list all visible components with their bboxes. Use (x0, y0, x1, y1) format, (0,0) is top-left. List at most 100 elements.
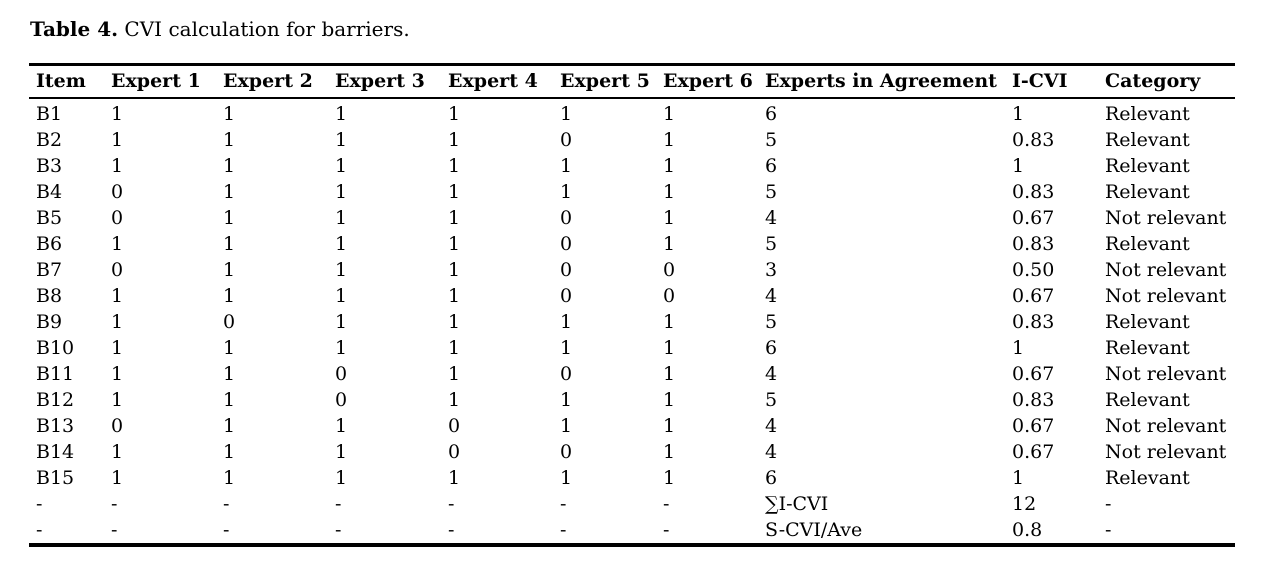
table-cell: 0 (448, 415, 461, 437)
table-cell: 1 (663, 207, 676, 229)
table-cell: Relevant (1105, 181, 1190, 203)
table-cell: 1 (335, 233, 348, 255)
table-cell: - (111, 493, 118, 515)
table-cell: 1 (223, 389, 236, 411)
table-cell: Relevant (1105, 389, 1190, 411)
table-row: B2 1 1 1 1 0 1 5 0.83 Relevant (29, 127, 1235, 153)
table-cell: 5 (765, 233, 778, 255)
table-cell: 1 (111, 363, 124, 385)
table-cell: 1 (335, 129, 348, 151)
table-row: B10 1 1 1 1 1 1 6 1 Relevant (29, 335, 1235, 361)
table-cell: 4 (765, 285, 778, 307)
table-row: B7 0 1 1 1 0 0 3 0.50 Not relevant (29, 257, 1235, 283)
table-cell: Relevant (1105, 233, 1190, 255)
table-cell: 1 (223, 467, 236, 489)
column-header: Category (1098, 64, 1235, 99)
table-row: B6 1 1 1 1 0 1 5 0.83 Relevant (29, 231, 1235, 257)
table-cell: 1 (663, 233, 676, 255)
table-cell: 0.83 (1012, 233, 1055, 255)
table-cell: 1 (448, 389, 461, 411)
table-cell: 1 (223, 207, 236, 229)
table-cell: 4 (765, 363, 778, 385)
table-cell: - (560, 519, 567, 541)
table-cell: 1 (111, 155, 124, 177)
table-cell: Relevant (1105, 311, 1190, 333)
table-cell: - (335, 493, 342, 515)
table-row: B5 0 1 1 1 0 1 4 0.67 Not relevant (29, 205, 1235, 231)
table-cell: 1 (448, 363, 461, 385)
table-cell: 1 (223, 363, 236, 385)
table-cell: B9 (36, 311, 63, 333)
table-cell: 1 (335, 415, 348, 437)
table-cell: 0 (335, 363, 348, 385)
table-cell: - (1105, 493, 1112, 515)
table-cell: 4 (765, 207, 778, 229)
table-cell: 1 (448, 311, 461, 333)
table-cell: 1 (111, 311, 124, 333)
table-cell: 5 (765, 389, 778, 411)
table-cell: 1 (111, 467, 124, 489)
table-cell: 0 (560, 207, 573, 229)
table-cell: - (223, 493, 230, 515)
column-header: Expert 4 (441, 64, 553, 99)
table-cell: 1 (223, 441, 236, 463)
table-caption-label: Table 4. (30, 17, 119, 41)
table-cell: 0 (560, 363, 573, 385)
table-row: B1 1 1 1 1 1 1 6 1 Relevant (29, 98, 1235, 127)
table-cell: 12 (1012, 493, 1037, 515)
table-cell: 0.50 (1012, 259, 1055, 281)
table-cell: 0.83 (1012, 311, 1055, 333)
table-cell: 0 (111, 181, 124, 203)
table-row: B9 1 0 1 1 1 1 5 0.83 Relevant (29, 309, 1235, 335)
table-cell: B7 (36, 259, 63, 281)
table-cell: - (560, 493, 567, 515)
table-cell: 0 (560, 285, 573, 307)
table-cell: - (663, 493, 670, 515)
column-header: Item (29, 64, 104, 99)
table-cell: B13 (36, 415, 75, 437)
table-cell: 1 (223, 415, 236, 437)
column-header: Expert 6 (656, 64, 758, 99)
table-cell: 4 (765, 441, 778, 463)
table-cell: 1 (335, 441, 348, 463)
table-cell: 0 (560, 441, 573, 463)
table-cell: 1 (663, 155, 676, 177)
table-cell: 0.83 (1012, 129, 1055, 151)
table-cell: 1 (448, 337, 461, 359)
table-row: B4 0 1 1 1 1 1 5 0.83 Relevant (29, 179, 1235, 205)
table-cell: 5 (765, 129, 778, 151)
table-cell: B4 (36, 181, 63, 203)
table-cell: Relevant (1105, 467, 1190, 489)
table-cell: 0.83 (1012, 181, 1055, 203)
table-row: B13 0 1 1 0 1 1 4 0.67 Not relevant (29, 413, 1235, 439)
table-cell: 1 (663, 415, 676, 437)
table-row: B3 1 1 1 1 1 1 6 1 Relevant (29, 153, 1235, 179)
table-cell: 1 (223, 259, 236, 281)
table-cell: Not relevant (1105, 207, 1227, 229)
table-cell: 1 (448, 259, 461, 281)
table-cell: 0.8 (1012, 519, 1043, 541)
table-row: - - - - - - - ∑I-CVI 12 - (29, 491, 1235, 517)
table-cell: 1 (335, 155, 348, 177)
table-cell: B14 (36, 441, 75, 463)
table-cell: 0 (223, 311, 236, 333)
table-cell: 1 (111, 233, 124, 255)
table-cell: - (36, 519, 43, 541)
table-cell: 0 (663, 259, 676, 281)
table-cell: 1 (560, 389, 573, 411)
table-cell: 5 (765, 311, 778, 333)
table-cell: Not relevant (1105, 259, 1227, 281)
table-cell: 1 (448, 233, 461, 255)
table-cell: 1 (223, 285, 236, 307)
table-cell: 0.67 (1012, 207, 1055, 229)
table-cell: 1 (663, 103, 676, 125)
table-cell: Not relevant (1105, 441, 1227, 463)
table-cell: 1 (335, 181, 348, 203)
table-cell: Not relevant (1105, 415, 1227, 437)
table-cell: 1 (335, 103, 348, 125)
table-cell: B10 (36, 337, 75, 359)
table-cell: 0 (111, 259, 124, 281)
table-cell: 1 (1012, 155, 1025, 177)
table-cell: 1 (663, 337, 676, 359)
